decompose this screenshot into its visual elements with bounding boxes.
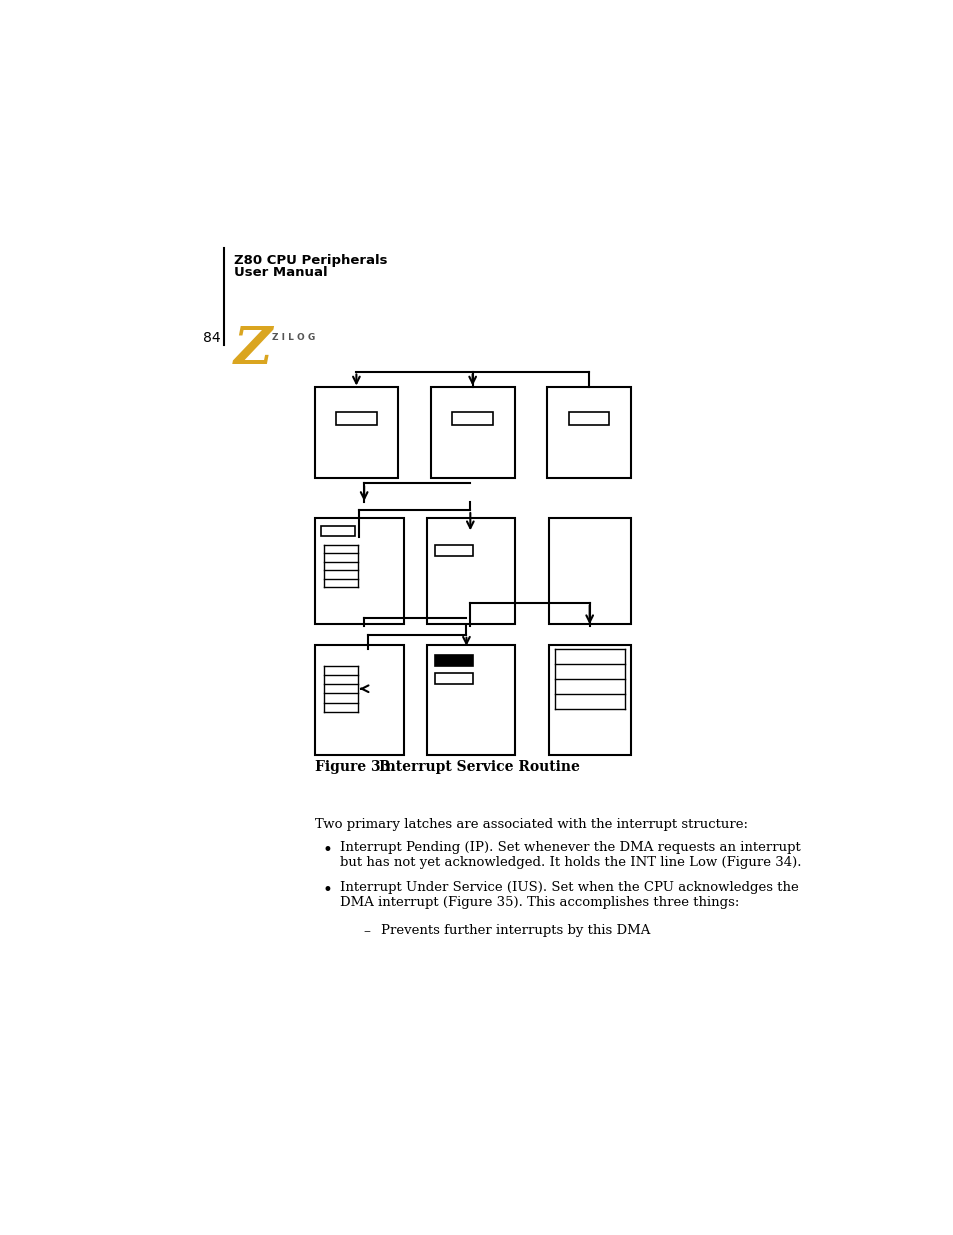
Text: Figure 33.: Figure 33. bbox=[314, 761, 395, 774]
Bar bbox=[427, 517, 514, 624]
Bar bbox=[320, 526, 355, 536]
Text: Two primary latches are associated with the interrupt structure:: Two primary latches are associated with … bbox=[314, 818, 747, 831]
Text: Z: Z bbox=[233, 324, 273, 374]
Bar bbox=[314, 387, 397, 478]
Text: Interrupt Pending (IP). Set whenever the DMA requests an interrupt
but has not y: Interrupt Pending (IP). Set whenever the… bbox=[340, 841, 801, 869]
Bar bbox=[548, 645, 630, 755]
Bar bbox=[452, 411, 493, 425]
Text: User Manual: User Manual bbox=[233, 266, 327, 279]
Bar bbox=[314, 645, 404, 755]
Text: •: • bbox=[322, 882, 332, 899]
Bar bbox=[427, 645, 514, 755]
Text: –: – bbox=[363, 924, 370, 939]
Text: Z80 CPU Peripherals: Z80 CPU Peripherals bbox=[233, 254, 387, 268]
Text: Prevents further interrupts by this DMA: Prevents further interrupts by this DMA bbox=[381, 924, 650, 937]
Bar bbox=[546, 387, 630, 478]
Bar bbox=[568, 411, 608, 425]
Bar bbox=[435, 655, 473, 666]
Bar bbox=[435, 673, 473, 684]
Text: 84: 84 bbox=[203, 331, 220, 346]
Text: Z I L O G: Z I L O G bbox=[272, 333, 314, 342]
Bar bbox=[548, 517, 630, 624]
Text: Interrupt Under Service (IUS). Set when the CPU acknowledges the
DMA interrupt (: Interrupt Under Service (IUS). Set when … bbox=[340, 882, 798, 909]
Text: •: • bbox=[322, 841, 332, 860]
Bar bbox=[435, 545, 473, 556]
Bar bbox=[431, 387, 514, 478]
Bar bbox=[314, 517, 404, 624]
Bar bbox=[335, 411, 376, 425]
Text: Interrupt Service Routine: Interrupt Service Routine bbox=[378, 761, 579, 774]
